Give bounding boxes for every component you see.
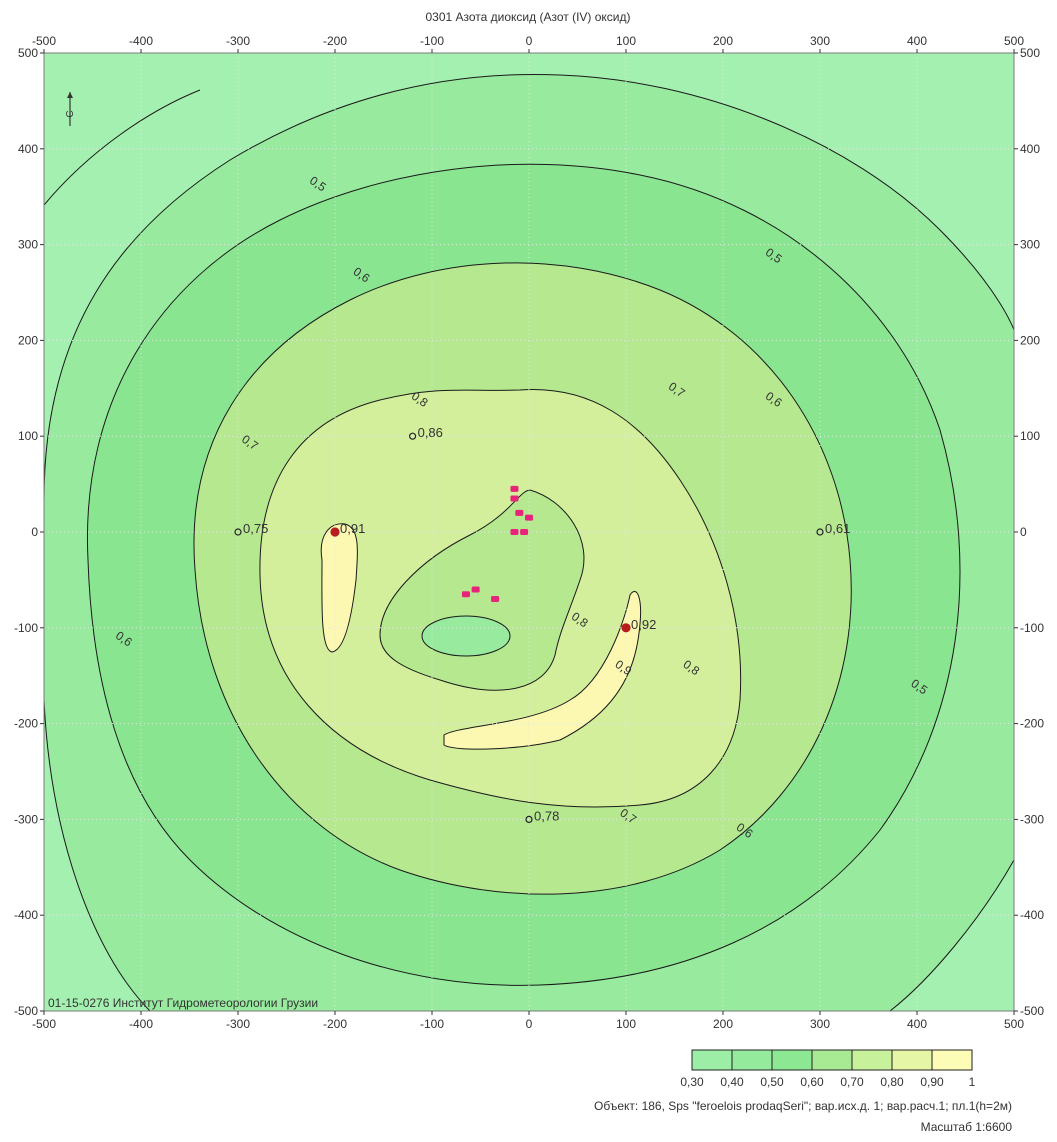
watermark: 01-15-0276 Институт Гидрометеорологии Гр… <box>48 996 318 1010</box>
emission-source-marker <box>510 495 519 502</box>
grid-layer <box>44 53 1014 1011</box>
x-tick-label-bottom: 100 <box>616 1017 636 1031</box>
x-tick-label-top: -200 <box>323 34 347 48</box>
legend-swatch <box>851 1049 893 1071</box>
point-marker <box>409 432 417 440</box>
y-tick-label-right: -200 <box>1020 717 1044 731</box>
legend-swatch <box>771 1049 813 1071</box>
emission-source-marker <box>520 529 529 535</box>
y-tick-label-left: -200 <box>14 717 38 731</box>
y-tick-label-right: 100 <box>1020 429 1040 443</box>
compass-label: С <box>65 110 76 117</box>
x-tick-label-bottom: -100 <box>420 1017 444 1031</box>
contour-bands <box>44 74 1014 1011</box>
x-tick-label-bottom: -400 <box>129 1017 153 1031</box>
legend-swatch <box>931 1049 973 1071</box>
y-tick-label-left: 400 <box>18 142 38 156</box>
contour-0-5-line-top <box>44 89 201 206</box>
x-tick-label-top: 400 <box>907 34 927 48</box>
point-marker <box>330 527 340 537</box>
color-legend: 0,30 0,40 0,50 0,60 0,70 0,80 0,90 1 <box>680 1049 976 1089</box>
legend-label: 0,70 <box>840 1075 864 1089</box>
y-tick-label-left: -100 <box>14 621 38 635</box>
x-tick-label-bottom: 500 <box>1004 1017 1024 1031</box>
contour-0-9-island-west <box>320 523 358 653</box>
y-tick-label-right: -100 <box>1020 621 1044 635</box>
y-tick-label-left: 100 <box>18 429 38 443</box>
x-tick-label-top: -500 <box>32 34 56 48</box>
legend-swatch <box>731 1049 773 1071</box>
footer-object-line: Объект: 186, Sps "feroelois prodaqSeri";… <box>594 1099 1012 1113</box>
x-tick-label-top: 200 <box>713 34 733 48</box>
point-value-label: 0,78 <box>534 808 559 823</box>
x-tick-label-top: -300 <box>226 34 250 48</box>
point-value-label: 0,86 <box>418 425 443 440</box>
legend-label: 0,60 <box>800 1075 824 1089</box>
y-tick-label-right: -400 <box>1020 908 1044 922</box>
legend-label: 0,90 <box>920 1075 944 1089</box>
axis-ticks: -500-500-400-400-300-300-200-200-100-100… <box>14 34 1044 1031</box>
x-tick-label-top: 0 <box>526 34 533 48</box>
emission-source-marker <box>461 591 470 598</box>
legend-swatch <box>811 1049 853 1071</box>
emission-sources <box>461 485 533 603</box>
emission-source-marker <box>515 509 524 516</box>
x-tick-label-bottom: -500 <box>32 1017 56 1031</box>
legend-label: 1 <box>969 1075 976 1089</box>
y-tick-label-right: 500 <box>1020 46 1040 60</box>
y-tick-label-right: 200 <box>1020 333 1040 347</box>
point-value-label: 0,92 <box>631 617 656 632</box>
y-tick-label-right: -300 <box>1020 812 1044 826</box>
x-tick-label-top: 500 <box>1004 34 1024 48</box>
point-marker <box>525 815 533 824</box>
legend-label: 0,30 <box>680 1075 704 1089</box>
point-value-label: 0,75 <box>243 521 268 536</box>
x-tick-label-top: -100 <box>420 34 444 48</box>
x-tick-label-bottom: -200 <box>323 1017 347 1031</box>
x-tick-label-bottom: 0 <box>526 1017 533 1031</box>
point-value-label: 0,91 <box>340 521 365 536</box>
legend-label: 0,50 <box>760 1075 784 1089</box>
point-marker <box>621 623 631 633</box>
y-tick-label-left: 200 <box>18 333 38 347</box>
contour-0-7-core <box>421 615 511 657</box>
x-tick-label-top: 100 <box>616 34 636 48</box>
y-tick-label-left: 300 <box>18 238 38 252</box>
legend-swatch <box>891 1049 933 1071</box>
y-tick-label-right: -500 <box>1020 1004 1044 1018</box>
x-tick-label-bottom: 200 <box>713 1017 733 1031</box>
x-tick-label-top: 300 <box>810 34 830 48</box>
chart-title: 0301 Азота диоксид (Азот (IV) оксид) <box>425 10 630 24</box>
y-tick-label-left: -400 <box>14 908 38 922</box>
legend-label: 0,40 <box>720 1075 744 1089</box>
y-tick-label-right: 0 <box>1020 525 1027 539</box>
y-tick-label-right: 300 <box>1020 238 1040 252</box>
x-tick-label-bottom: -300 <box>226 1017 250 1031</box>
emission-source-marker <box>471 586 480 593</box>
compass: С <box>65 92 76 126</box>
emission-source-marker <box>510 529 519 535</box>
y-tick-label-left: 500 <box>18 46 38 60</box>
x-tick-label-bottom: 400 <box>907 1017 927 1031</box>
y-tick-label-right: 400 <box>1020 142 1040 156</box>
emission-source-marker <box>491 596 500 603</box>
legend-label: 0,80 <box>880 1075 904 1089</box>
x-tick-label-top: -400 <box>129 34 153 48</box>
y-tick-label-left: -300 <box>14 812 38 826</box>
point-marker <box>234 528 242 536</box>
contour-0-9-island-south <box>443 590 642 750</box>
emission-source-marker <box>510 485 519 492</box>
y-tick-label-left: 0 <box>31 525 38 539</box>
legend-swatch <box>691 1049 733 1071</box>
point-markers: 0,86 0,75 0,91 0,61 0,92 0,78 <box>234 425 850 824</box>
y-tick-label-left: -500 <box>14 1004 38 1018</box>
footer-scale-line: Масштаб 1:6600 <box>921 1120 1013 1134</box>
plot-area <box>44 53 1014 1011</box>
x-tick-label-bottom: 300 <box>810 1017 830 1031</box>
point-marker <box>816 528 824 536</box>
emission-source-marker <box>525 514 533 521</box>
compass-arrow-head <box>67 92 73 98</box>
point-value-label: 0,61 <box>825 521 850 536</box>
